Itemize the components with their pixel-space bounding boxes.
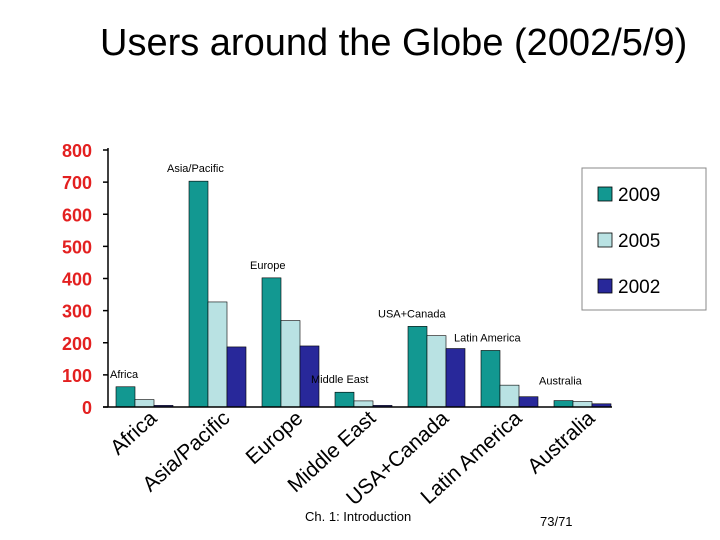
region-label-europe: Europe — [250, 260, 285, 272]
bar-europe-2005 — [280, 320, 301, 408]
bar-middle-east-2005 — [353, 400, 374, 408]
y-tick-label: 0 — [82, 398, 92, 418]
bar-group-europe — [261, 277, 320, 408]
region-labels: Africa Asia/Pacific Europe Middle East USA+C… — [110, 163, 583, 387]
region-label-africa: Africa — [110, 369, 139, 381]
bar-groups — [115, 180, 612, 408]
bar-group-africa — [115, 386, 174, 408]
x-tick-label-europe: Europe — [242, 407, 308, 469]
legend-swatch-2005 — [597, 232, 613, 248]
y-tick-label: 500 — [62, 237, 92, 257]
legend-swatch-2002 — [597, 278, 613, 294]
region-label-usa-canada: USA+Canada — [378, 308, 446, 320]
region-label-middle-east: Middle East — [311, 374, 368, 386]
legend-label-2005: 2005 — [618, 231, 660, 252]
legend-swatch-2009 — [597, 186, 613, 202]
bar-group-middle-east — [334, 391, 393, 408]
bar-latin-america-2009 — [480, 350, 501, 408]
bar-usa-canada-2002 — [445, 348, 466, 408]
y-tick-label: 400 — [62, 270, 92, 290]
bar-asia-pacific-2005 — [207, 301, 228, 408]
bar-europe-2009 — [261, 277, 282, 408]
bar-latin-america-2002 — [518, 396, 539, 408]
x-tick-label-australia: Australia — [523, 406, 599, 478]
bar-usa-canada-2009 — [407, 326, 428, 408]
bar-group-latin-america — [480, 350, 539, 408]
bar-australia-2009 — [553, 400, 574, 408]
bar-group-usa-canada — [407, 326, 466, 408]
legend: 2009 2005 2002 — [581, 167, 707, 311]
bar-latin-america-2005 — [499, 384, 520, 408]
y-tick-label: 100 — [62, 366, 92, 386]
y-tick-label: 300 — [62, 302, 92, 322]
bar-asia-pacific-2002 — [226, 346, 247, 408]
footer-page-number: 73/71 — [540, 514, 573, 529]
bar-usa-canada-2005 — [426, 335, 447, 408]
region-label-asia-pacific: Asia/Pacific — [167, 163, 224, 175]
y-tick-label: 600 — [62, 205, 92, 225]
slide-title: Users around the Globe (2002/5/9) — [100, 22, 688, 64]
y-tick-label: 700 — [62, 173, 92, 193]
bar-africa-2005 — [134, 399, 155, 408]
region-label-australia: Australia — [539, 376, 583, 388]
footer-chapter: Ch. 1: Introduction — [305, 509, 412, 524]
bar-asia-pacific-2009 — [188, 180, 209, 408]
axes — [103, 148, 612, 408]
region-label-latin-america: Latin America — [454, 332, 522, 344]
legend-label-2009: 2009 — [618, 185, 660, 206]
x-tick-label-africa: Africa — [106, 406, 162, 459]
y-tick-label: 200 — [62, 334, 92, 354]
legend-label-2002: 2002 — [618, 277, 660, 298]
bar-group-asia-pacific — [188, 180, 247, 408]
bar-africa-2009 — [115, 386, 136, 408]
bar-group-australia — [553, 400, 612, 408]
y-tick-label: 800 — [62, 141, 92, 161]
y-axis-ticks: 0 100 200 300 400 500 600 700 800 — [62, 141, 108, 418]
bar-australia-2005 — [572, 401, 593, 408]
bar-middle-east-2009 — [334, 391, 355, 408]
